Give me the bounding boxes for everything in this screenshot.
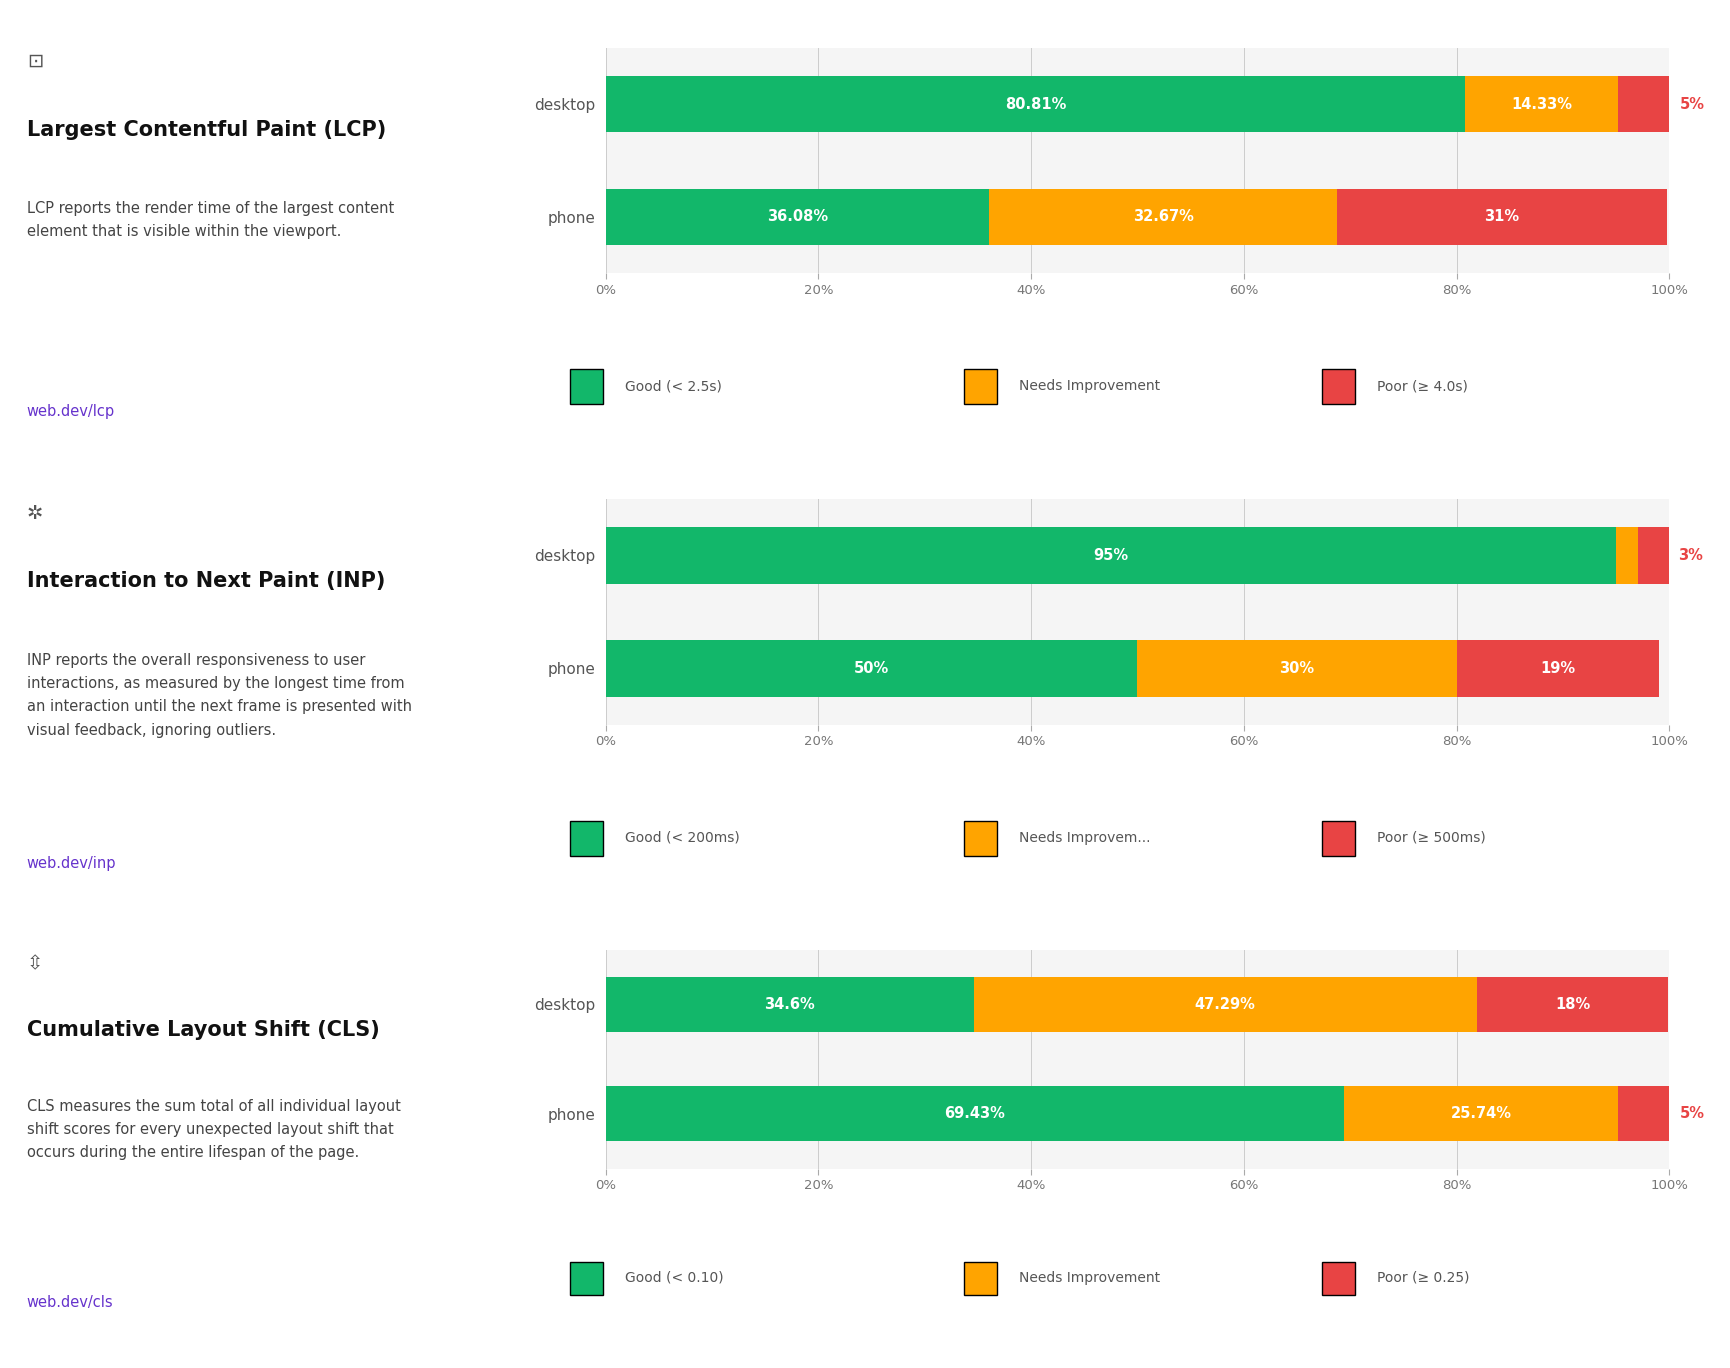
Bar xyxy=(1337,189,1666,245)
Bar xyxy=(974,977,1477,1031)
FancyBboxPatch shape xyxy=(571,821,604,855)
Text: Needs Improvement: Needs Improvement xyxy=(1019,1271,1161,1285)
Text: Good (< 0.10): Good (< 0.10) xyxy=(625,1271,723,1285)
Text: 3%: 3% xyxy=(1678,549,1702,564)
FancyBboxPatch shape xyxy=(964,369,998,404)
Text: Poor (≥ 0.25): Poor (≥ 0.25) xyxy=(1377,1271,1469,1285)
Text: Needs Improvem...: Needs Improvem... xyxy=(1019,830,1150,844)
Bar xyxy=(606,977,974,1031)
Text: ⊡: ⊡ xyxy=(28,52,43,71)
Text: 47.29%: 47.29% xyxy=(1195,997,1256,1012)
Text: 32.67%: 32.67% xyxy=(1133,209,1194,224)
Text: LCP reports the render time of the largest content
element that is visible withi: LCP reports the render time of the large… xyxy=(28,201,394,239)
Bar xyxy=(1616,527,1638,584)
Text: 95%: 95% xyxy=(1093,549,1128,564)
Text: Cumulative Layout Shift (CLS): Cumulative Layout Shift (CLS) xyxy=(28,1019,379,1040)
FancyBboxPatch shape xyxy=(1322,1261,1356,1295)
Bar xyxy=(606,75,1465,133)
Bar xyxy=(1618,75,1671,133)
FancyBboxPatch shape xyxy=(964,821,998,855)
Text: Largest Contentful Paint (LCP): Largest Contentful Paint (LCP) xyxy=(28,120,386,140)
Bar xyxy=(606,640,1138,696)
Bar xyxy=(1465,75,1618,133)
Text: 36.08%: 36.08% xyxy=(766,209,829,224)
FancyBboxPatch shape xyxy=(964,1261,998,1295)
Text: 30%: 30% xyxy=(1280,661,1315,676)
Text: web.dev/lcp: web.dev/lcp xyxy=(28,405,114,419)
Text: Interaction to Next Paint (INP): Interaction to Next Paint (INP) xyxy=(28,572,386,591)
Text: 69.43%: 69.43% xyxy=(945,1107,1005,1122)
Text: Good (< 200ms): Good (< 200ms) xyxy=(625,830,740,844)
Text: 14.33%: 14.33% xyxy=(1510,97,1573,112)
Text: 5%: 5% xyxy=(1680,1107,1704,1122)
Text: 50%: 50% xyxy=(855,661,889,676)
Bar xyxy=(990,189,1337,245)
FancyBboxPatch shape xyxy=(571,369,604,404)
Bar xyxy=(1618,1086,1671,1141)
Text: Poor (≥ 4.0s): Poor (≥ 4.0s) xyxy=(1377,379,1467,393)
Text: 25.74%: 25.74% xyxy=(1451,1107,1512,1122)
Text: 19%: 19% xyxy=(1540,661,1576,676)
Text: 31%: 31% xyxy=(1484,209,1519,224)
Bar xyxy=(1457,640,1659,696)
Bar xyxy=(1638,527,1669,584)
Text: CLS measures the sum total of all individual layout
shift scores for every unexp: CLS measures the sum total of all indivi… xyxy=(28,1099,401,1160)
Text: 18%: 18% xyxy=(1555,997,1590,1012)
Text: 34.6%: 34.6% xyxy=(765,997,815,1012)
Bar xyxy=(1344,1086,1618,1141)
Bar xyxy=(606,527,1616,584)
FancyBboxPatch shape xyxy=(571,1261,604,1295)
Bar xyxy=(1477,977,1668,1031)
FancyBboxPatch shape xyxy=(1322,369,1356,404)
Text: INP reports the overall responsiveness to user
interactions, as measured by the : INP reports the overall responsiveness t… xyxy=(28,653,412,737)
Text: Good (< 2.5s): Good (< 2.5s) xyxy=(625,379,721,393)
Text: Needs Improvement: Needs Improvement xyxy=(1019,379,1161,393)
Bar xyxy=(1138,640,1457,696)
Text: web.dev/cls: web.dev/cls xyxy=(28,1295,114,1311)
Bar xyxy=(606,1086,1344,1141)
Bar xyxy=(606,189,990,245)
Text: 5%: 5% xyxy=(1680,97,1704,112)
Text: ⇳: ⇳ xyxy=(28,953,43,973)
Text: 80.81%: 80.81% xyxy=(1005,97,1066,112)
Text: Poor (≥ 500ms): Poor (≥ 500ms) xyxy=(1377,830,1486,844)
FancyBboxPatch shape xyxy=(1322,821,1356,855)
Text: ✲: ✲ xyxy=(28,503,43,523)
Text: web.dev/inp: web.dev/inp xyxy=(28,856,116,870)
